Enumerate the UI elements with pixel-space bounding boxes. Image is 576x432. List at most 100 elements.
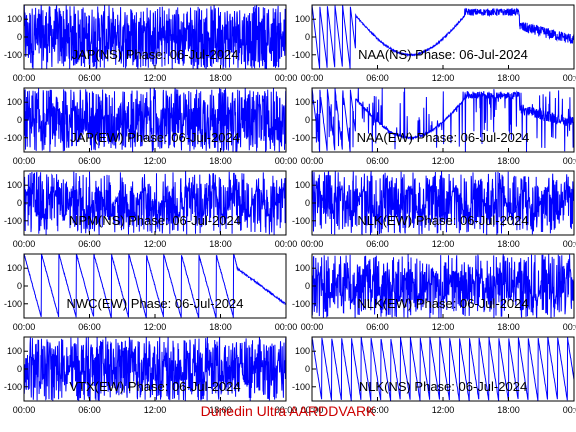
x-tick-label: 12:00 [144,156,167,166]
y-tick-label: 0 [305,115,310,125]
x-tick-label: 00:00 [275,73,298,83]
x-tick-label: 12:00 [432,322,455,332]
y-tick-label: 100 [7,180,22,190]
x-tick-label: 00:00 [13,239,36,249]
chart-title: NWC(EW) Phase: 06-Jul-2024 [67,296,244,311]
chart-panel-7: 100 0 -100 00:00 06:00 12:00 18:00 00:00 NWC(EW)… [4,253,297,332]
chart-title: NLK(EW) Phase: 06-Jul-2024 [357,296,528,311]
x-tick-label: 00:00 [13,73,36,83]
x-tick-label: 06:00 [78,322,101,332]
x-tick-label: 18:00 [209,405,232,415]
x-tick-label: 12:00 [432,239,455,249]
x-tick-label: 12:00 [144,73,167,83]
footer-label: Dunedin Ultra AARDDVARK [200,403,376,419]
phase-trace [24,337,286,401]
phase-trace [312,5,574,69]
x-tick-label: 00:00 [275,239,298,249]
x-tick-label: 00:00 [563,239,576,249]
phase-trace [312,88,574,152]
x-tick-label: 18:00 [497,322,520,332]
x-tick-label: 06:00 [78,405,101,415]
x-tick-label: 06:00 [78,239,101,249]
x-tick-label: 00:00 [13,322,36,332]
x-tick-label: 18:00 [209,73,232,83]
chart-title: VTX(EW) Phase: 06-Jul-2024 [69,379,240,394]
y-tick-label: 100 [295,346,310,356]
y-tick-label: -100 [292,50,310,60]
y-tick-label: 0 [17,115,22,125]
x-tick-label: 12:00 [144,322,167,332]
y-tick-label: 100 [7,14,22,24]
x-tick-label: 00:00 [563,405,576,415]
y-tick-label: 0 [305,364,310,374]
x-tick-label: 12:00 [432,156,455,166]
y-tick-label: 0 [305,281,310,291]
x-tick-label: 06:00 [366,73,389,83]
y-tick-label: -100 [292,133,310,143]
phase-trace [24,254,286,318]
chart-panel-5: 100 0 -100 00:00 06:00 12:00 18:00 00:00 NPM(NS)… [4,170,298,249]
x-tick-label: 00:00 [563,322,576,332]
x-tick-label: 18:00 [497,405,520,415]
x-tick-label: 18:00 [209,322,232,332]
x-tick-label: 00:00 [301,73,324,83]
phase-trace [312,254,574,318]
chart-panel-6: 100 0 -100 00:00 06:00 12:00 18:00 00:00 NLK(EW)… [292,170,576,249]
chart-panel-10: 100 0 -100 00:00 06:00 12:00 18:00 00:00 NLK(NS)… [292,336,576,415]
x-tick-label: 00:00 [563,156,576,166]
x-tick-label: 06:00 [78,73,101,83]
y-tick-label: 0 [305,32,310,42]
x-tick-label: 06:00 [366,239,389,249]
y-tick-label: 0 [17,281,22,291]
chart-title: NLK(NS) Phase: 06-Jul-2024 [359,379,527,394]
chart-panel-1: 100 0 -100 00:00 06:00 12:00 18:00 00:00 JAP(NS)… [4,4,298,83]
x-tick-label: 00:00 [301,322,324,332]
phase-trace [312,337,574,401]
y-tick-label: -100 [4,133,22,143]
chart-panel-3: 100 0 -100 00:00 06:00 12:00 18:00 00:00 JAP(EW)… [4,87,298,166]
x-tick-label: 00:00 [275,156,298,166]
y-tick-label: 100 [7,97,22,107]
chart-title: NPM(NS) Phase: 06-Jul-2024 [69,213,241,228]
x-tick-label: 18:00 [497,73,520,83]
x-tick-label: 18:00 [209,156,232,166]
y-tick-label: -100 [4,50,22,60]
x-tick-label: 00:00 [563,73,576,83]
x-tick-label: 06:00 [366,322,389,332]
chart-title: NAA(NS) Phase: 06-Jul-2024 [358,47,528,62]
chart-title: JAP(EW) Phase: 06-Jul-2024 [70,130,240,145]
y-tick-label: 100 [295,14,310,24]
chart-title: NAA(EW) Phase: 06-Jul-2024 [357,130,530,145]
y-tick-label: 100 [295,263,310,273]
y-tick-label: -100 [4,299,22,309]
chart-panel-9: 100 0 -100 00:00 06:00 12:00 18:00 00:00 VTX(EW)… [4,336,298,415]
x-tick-label: 12:00 [432,405,455,415]
x-tick-label: 12:00 [432,73,455,83]
phase-trace [24,5,286,69]
y-tick-label: -100 [4,216,22,226]
x-tick-label: 18:00 [209,239,232,249]
chart-panel-4: 100 0 -100 00:00 06:00 12:00 18:00 00:00 NAA(EW)… [292,87,576,166]
x-tick-label: 00:00 [301,156,324,166]
chart-title: JAP(NS) Phase: 06-Jul-2024 [72,47,239,62]
phase-trace [312,171,574,235]
y-tick-label: -100 [292,299,310,309]
y-tick-label: 0 [17,198,22,208]
y-tick-label: -100 [292,216,310,226]
x-tick-label: 00:00 [301,239,324,249]
chart-panel-2: 100 0 -100 00:00 06:00 12:00 18:00 00:00 NAA(NS)… [292,4,576,83]
x-tick-label: 00:00 [275,405,298,415]
y-tick-label: 0 [17,32,22,42]
y-tick-label: 100 [295,97,310,107]
x-tick-label: 18:00 [497,239,520,249]
x-tick-label: 06:00 [366,405,389,415]
x-tick-label: 06:00 [78,156,101,166]
y-tick-label: -100 [292,382,310,392]
y-tick-label: 0 [305,198,310,208]
x-tick-label: 12:00 [144,405,167,415]
y-tick-label: 100 [7,263,22,273]
y-tick-label: 100 [7,346,22,356]
y-tick-label: 0 [17,364,22,374]
phase-trace [24,88,286,152]
